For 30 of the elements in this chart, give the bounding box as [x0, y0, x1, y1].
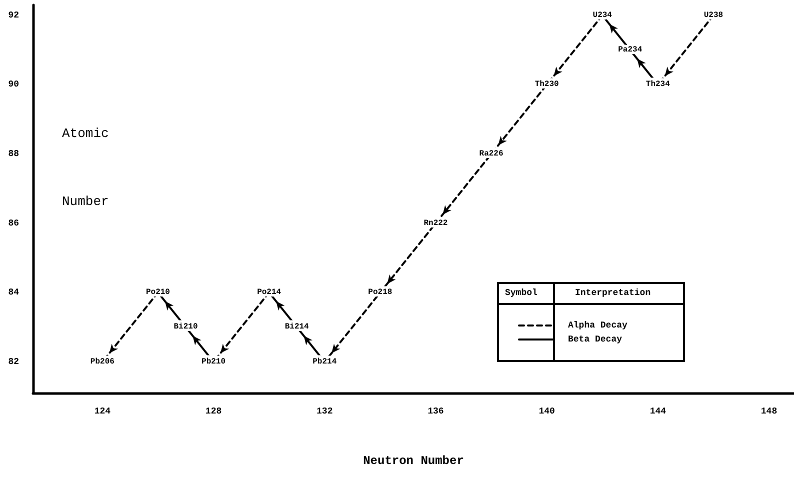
legend-title: Symbol: [505, 287, 538, 300]
annotation: Th230: [534, 80, 560, 90]
y-tick-label: 86: [8, 218, 19, 228]
annotation: Po218: [368, 288, 392, 298]
annotation: Pb214: [312, 357, 337, 366]
annotation: U238: [704, 10, 724, 20]
annotation: Th234: [646, 80, 670, 90]
y-tick-label: 82: [8, 356, 19, 367]
annotation: Interpretation: [575, 287, 651, 300]
x-tick-label: 140: [538, 406, 555, 416]
x-axis-title: Neutron Number: [363, 454, 464, 468]
y-tick-label: 88: [8, 148, 19, 159]
y-tick-label: 92: [8, 10, 19, 20]
y-tick-label: 84: [8, 288, 20, 298]
annotation: Rn222: [424, 218, 448, 228]
y-tick-label: 90: [8, 80, 19, 90]
x-tick-label: 128: [205, 406, 222, 416]
x-tick-label: 144: [650, 406, 667, 416]
annotation: Pb206: [90, 357, 115, 366]
x-tick-label: 136: [428, 406, 444, 416]
x-tick-label: 148: [760, 406, 778, 416]
x-tick-label: 132: [316, 406, 333, 416]
legend-label: Beta Decay: [568, 334, 623, 344]
annotation: Ra226: [479, 149, 504, 158]
annotation: U234: [592, 10, 612, 20]
annotation: Pb210: [202, 357, 226, 366]
legend-label: Alpha Decay: [568, 320, 628, 330]
text: Atomic Number: [62, 126, 109, 209]
annotation: Po210: [146, 288, 170, 298]
x-tick-label: 124: [94, 406, 112, 416]
